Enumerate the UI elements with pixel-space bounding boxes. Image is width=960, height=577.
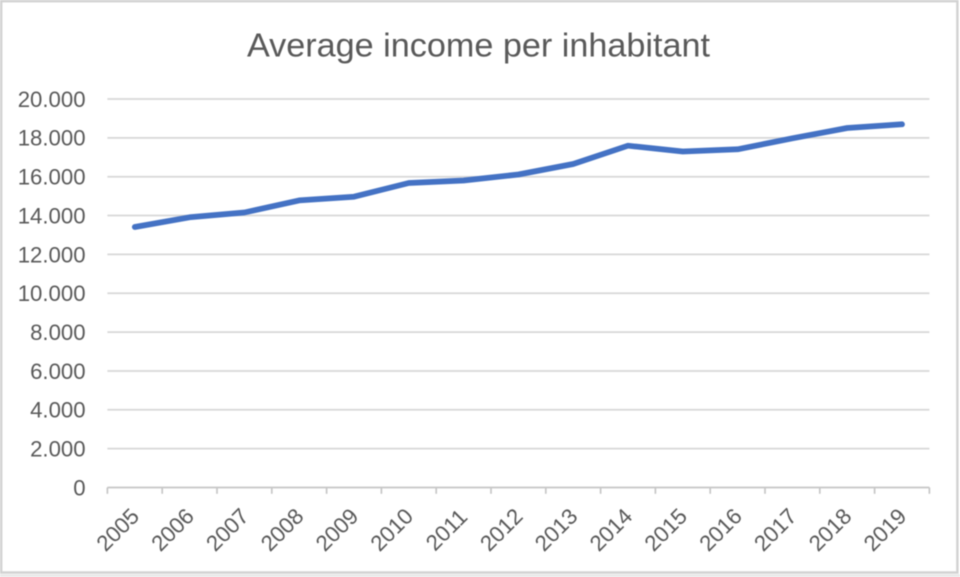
svg-text:14.000: 14.000 bbox=[18, 203, 86, 228]
svg-text:10.000: 10.000 bbox=[18, 281, 86, 306]
svg-text:16.000: 16.000 bbox=[18, 165, 86, 190]
svg-text:18.000: 18.000 bbox=[18, 126, 86, 151]
svg-text:12.000: 12.000 bbox=[18, 242, 86, 267]
svg-text:2.000: 2.000 bbox=[30, 437, 86, 462]
svg-text:0: 0 bbox=[73, 475, 85, 500]
svg-text:4.000: 4.000 bbox=[30, 398, 86, 423]
svg-text:20.000: 20.000 bbox=[18, 87, 86, 112]
svg-text:6.000: 6.000 bbox=[30, 359, 86, 384]
svg-text:Average income per inhabitant: Average income per inhabitant bbox=[247, 28, 710, 65]
svg-text:8.000: 8.000 bbox=[30, 320, 86, 345]
